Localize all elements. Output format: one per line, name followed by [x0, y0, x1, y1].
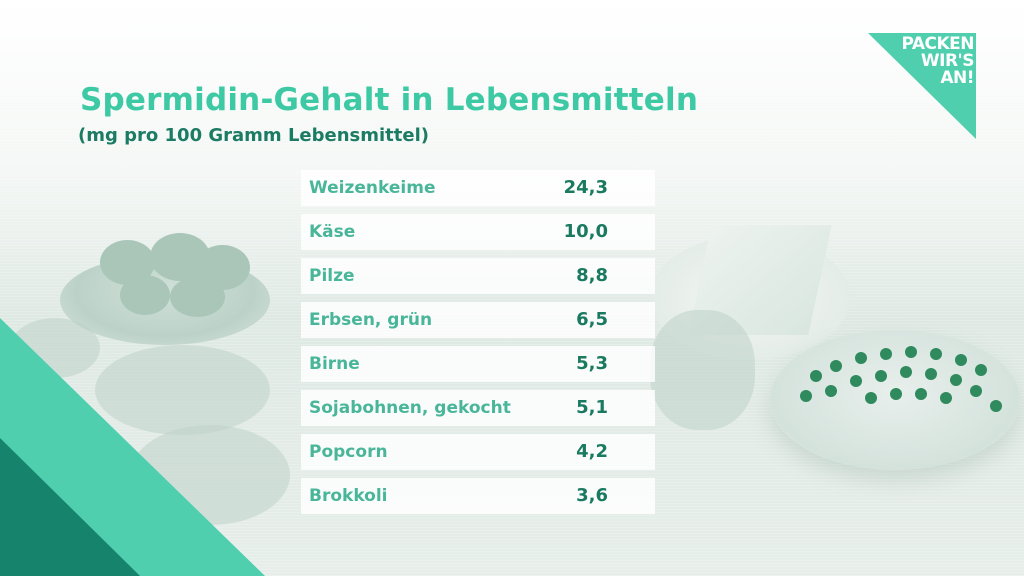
- food-label: Pilze: [309, 266, 355, 286]
- table-row: Birne 5,3: [301, 346, 655, 382]
- logo-triangle: [868, 33, 976, 139]
- spermidine-value: 5,1: [576, 397, 608, 418]
- potato-bowl-image: [60, 233, 270, 345]
- food-label: Popcorn: [309, 442, 388, 462]
- table-row: Pilze 8,8: [301, 258, 655, 294]
- table-row: Popcorn 4,2: [301, 434, 655, 470]
- spermidine-value: 24,3: [563, 177, 608, 198]
- food-label: Birne: [309, 354, 360, 374]
- spermidine-value: 6,5: [576, 309, 608, 330]
- logo-line-3: AN!: [940, 68, 974, 88]
- logo-text: PACKEN WIR'S AN!: [901, 36, 974, 87]
- food-label: Sojabohnen, gekocht: [309, 398, 511, 418]
- peas-bowl-image: [770, 330, 1020, 470]
- spermidine-value: 5,3: [576, 353, 608, 374]
- chart-subtitle: (mg pro 100 Gramm Lebensmittel): [78, 125, 429, 146]
- peas-glass-image: [650, 310, 755, 430]
- lentils-glass-image: [95, 345, 270, 435]
- table-row: Brokkoli 3,6: [301, 478, 655, 514]
- table-row: Käse 10,0: [301, 214, 655, 250]
- packen-wirs-an-logo: [868, 33, 976, 139]
- spermidine-value: 3,6: [576, 485, 608, 506]
- spermidine-table: Weizenkeime 24,3 Käse 10,0 Pilze 8,8 Erbsen, g…: [301, 170, 655, 522]
- spermidine-value: 8,8: [576, 265, 608, 286]
- spermidine-value: 4,2: [576, 441, 608, 462]
- table-row: Erbsen, grün 6,5: [301, 302, 655, 338]
- food-label: Käse: [309, 222, 356, 242]
- logo-line-1: PACKEN: [901, 34, 974, 54]
- spermidine-value: 10,0: [563, 221, 608, 242]
- food-label: Erbsen, grün: [309, 310, 433, 330]
- chart-title: Spermidin-Gehalt in Lebensmitteln: [80, 82, 699, 118]
- food-label: Brokkoli: [309, 486, 388, 506]
- logo-line-2: WIR'S: [920, 51, 975, 71]
- table-row: Weizenkeime 24,3: [301, 170, 655, 206]
- table-row: Sojabohnen, gekocht 5,1: [301, 390, 655, 426]
- food-label: Weizenkeime: [309, 178, 436, 198]
